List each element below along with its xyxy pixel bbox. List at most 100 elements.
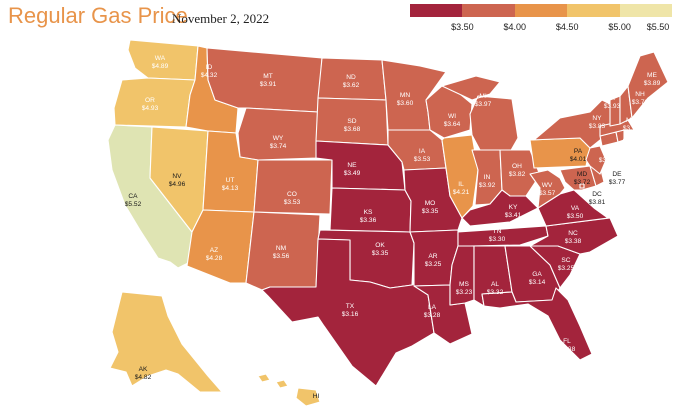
state-co	[253, 159, 333, 215]
state-abbr-co: CO	[287, 191, 297, 198]
state-price-dc: $3.81	[589, 199, 606, 206]
state-abbr-nc: NC	[568, 230, 578, 237]
state-abbr-id: ID	[206, 64, 213, 71]
state-abbr-de: DE	[612, 171, 622, 178]
state-abbr-sc: SC	[561, 257, 570, 264]
state-abbr-mt: MT	[263, 73, 273, 80]
state-abbr-ar: AR	[428, 253, 437, 260]
state-abbr-ne: NE	[347, 162, 357, 169]
state-price-il: $4.21	[453, 189, 470, 196]
legend-swatch-1	[410, 4, 463, 17]
state-abbr-mn: MN	[400, 92, 410, 99]
state-price-nc: $3.38	[565, 238, 582, 245]
legend-swatch-2	[462, 4, 515, 17]
state-abbr-il: IL	[458, 181, 464, 188]
legend-label-2: $4.00	[503, 22, 527, 32]
state-nc	[529, 217, 619, 255]
state-hi	[257, 373, 321, 407]
state-price-tn: $3.30	[489, 236, 506, 243]
state-price-ct: $3.71	[623, 138, 640, 145]
state-price-ut: $4.13	[222, 185, 239, 192]
state-price-md: $3.72	[574, 179, 591, 186]
state-price-nd: $3.62	[343, 82, 360, 89]
state-abbr-ak: AK	[139, 366, 148, 373]
state-price-fl: $3.38	[559, 346, 576, 353]
state-abbr-nv: NV	[172, 173, 182, 180]
state-price-nj: $3.85	[599, 157, 616, 164]
state-price-mo: $3.35	[422, 208, 439, 215]
state-price-nh: $3.72	[632, 99, 649, 106]
state-abbr-in: IN	[484, 174, 491, 181]
state-price-or: $4.93	[142, 105, 159, 112]
state-abbr-wi: WI	[448, 113, 456, 120]
state-abbr-tx: TX	[346, 303, 355, 310]
state-abbr-al: AL	[491, 281, 499, 288]
state-abbr-hi: HI	[313, 393, 320, 400]
state-abbr-ri: RI	[650, 136, 657, 143]
color-legend: $3.50 $4.00 $4.50 $5.00 $5.50	[410, 4, 672, 36]
state-abbr-or: OR	[145, 97, 155, 104]
state-price-pa: $4.01	[570, 156, 587, 163]
state-price-oh: $3.82	[509, 171, 526, 178]
state-ky	[461, 189, 539, 227]
state-price-al: $3.32	[487, 289, 504, 296]
state-price-ca: $5.52	[125, 201, 142, 208]
state-price-ar: $3.25	[425, 261, 442, 268]
state-price-wa: $4.89	[152, 63, 169, 70]
state-abbr-nm: NM	[276, 245, 286, 252]
state-price-az: $4.28	[206, 255, 223, 262]
state-az	[186, 209, 255, 284]
state-price-va: $3.50	[567, 213, 584, 220]
state-price-tx: $3.16	[342, 311, 359, 318]
state-nj	[585, 145, 607, 175]
state-ak	[109, 291, 223, 393]
state-abbr-dc: DC	[592, 191, 602, 198]
state-abbr-ga: GA	[532, 271, 542, 278]
state-tx	[261, 238, 435, 387]
state-price-ga: $3.14	[529, 279, 546, 286]
state-abbr-az: AZ	[210, 247, 218, 254]
state-price-nv: $4.96	[169, 181, 186, 188]
state-abbr-me: ME	[647, 72, 657, 79]
state-price-vt: $3.93	[604, 103, 621, 110]
state-price-ks: $3.36	[360, 217, 377, 224]
state-price-sd: $3.68	[344, 126, 361, 133]
state-abbr-ma: MA	[626, 117, 636, 124]
state-abbr-wv: WV	[542, 182, 553, 189]
state-abbr-wy: WY	[273, 135, 284, 142]
state-price-mi: $3.97	[475, 101, 492, 108]
state-price-sc: $3.25	[558, 265, 575, 272]
state-abbr-pa: PA	[574, 148, 583, 155]
state-price-co: $3.53	[284, 199, 301, 206]
state-price-ky: $3.41	[505, 212, 522, 219]
state-price-ia: $3.53	[414, 156, 431, 163]
legend-swatch-5	[619, 4, 672, 17]
state-price-ma: $3.78	[623, 125, 640, 132]
state-me	[627, 51, 669, 119]
state-price-nm: $3.56	[273, 253, 290, 260]
state-price-ok: $3.35	[372, 250, 389, 257]
state-price-mn: $3.60	[397, 100, 414, 107]
state-abbr-nj: NJ	[603, 149, 611, 156]
state-abbr-ut: UT	[226, 177, 235, 184]
state-price-in: $3.92	[479, 182, 496, 189]
state-abbr-nd: ND	[346, 74, 356, 81]
state-abbr-md: MD	[577, 171, 587, 178]
state-abbr-ct: CT	[627, 130, 636, 137]
state-price-wy: $3.74	[270, 143, 287, 150]
state-price-la: $3.28	[424, 312, 441, 319]
state-mt	[206, 47, 323, 113]
state-price-wv: $3.57	[539, 190, 556, 197]
state-abbr-wa: WA	[155, 55, 166, 62]
state-abbr-oh: OH	[512, 163, 522, 170]
state-price-ms: $3.23	[456, 289, 473, 296]
state-abbr-ms: MS	[459, 281, 469, 288]
state-abbr-fl: FL	[563, 338, 571, 345]
legend-label-5: $5.50	[646, 22, 670, 32]
state-abbr-ny: NY	[592, 115, 602, 122]
state-price-de: $3.77	[609, 179, 626, 186]
state-dc	[579, 183, 585, 189]
state-wv	[529, 169, 566, 209]
state-abbr-tn: TN	[493, 228, 502, 235]
